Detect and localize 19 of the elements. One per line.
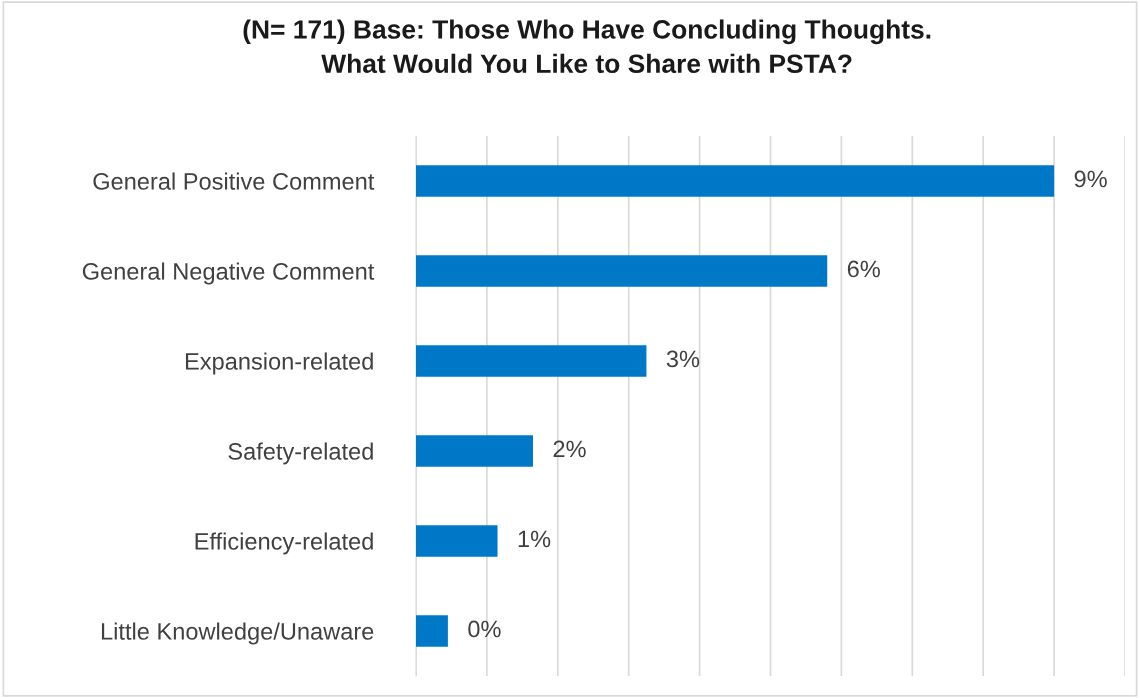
data-label: 3%	[666, 350, 700, 368]
y-tick-label: Safety-related	[228, 442, 373, 465]
y-tick-label: General Positive Comment	[93, 172, 375, 190]
y-tick-label: Expansion-related	[185, 352, 373, 375]
y-tick-label: General Negative Comment	[82, 262, 375, 285]
data-label: 0%	[468, 620, 501, 638]
data-label: 2%	[553, 440, 586, 458]
bar	[416, 255, 828, 287]
y-tick-label: Efficiency-related	[195, 532, 373, 555]
y-tick-label: Little Knowledge/Unaware	[101, 622, 374, 645]
data-label: 1%	[518, 530, 551, 548]
data-label: 9%	[1074, 170, 1107, 188]
bar	[416, 525, 498, 557]
bar	[416, 435, 533, 467]
bar	[416, 615, 448, 647]
data-label: 6%	[847, 260, 880, 278]
bar	[416, 345, 647, 377]
chart-title: (N= 171) Base: Those Who Have Concluding Thoughts. What Would You Like to Share with PSTA?	[243, 19, 931, 74]
bar	[416, 165, 1055, 197]
